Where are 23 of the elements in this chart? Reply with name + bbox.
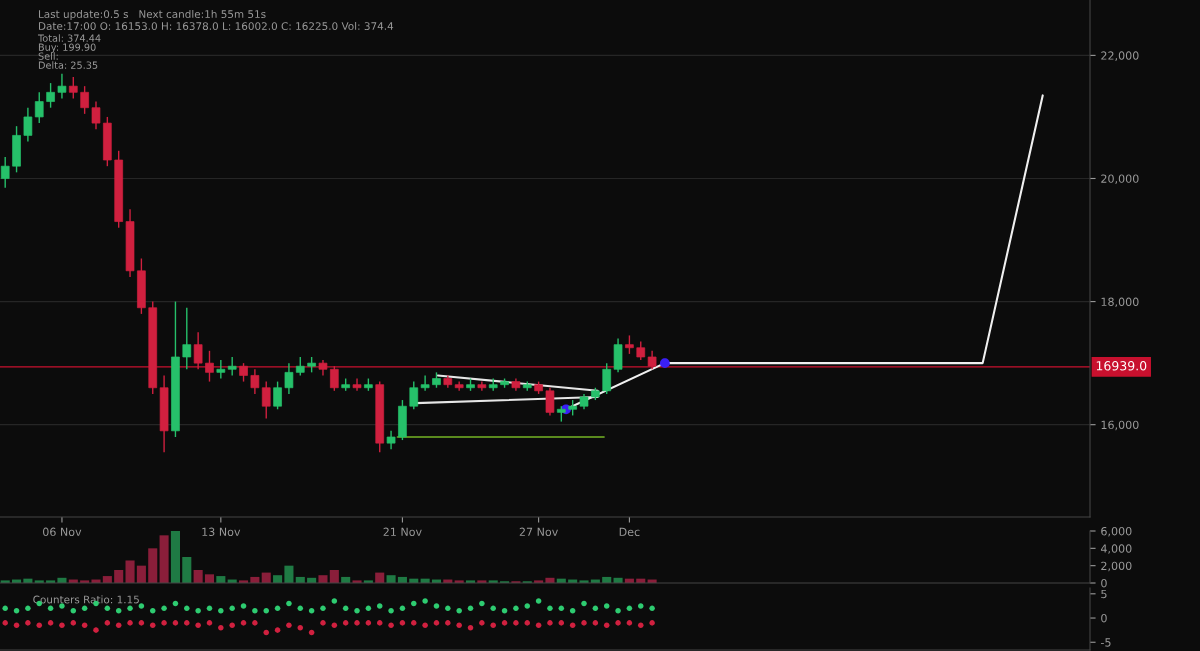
y-tick-label: 0 [1101,614,1107,623]
y-tick-label: 22,000 [1101,51,1139,61]
y-tick-label: 2,000 [1101,561,1132,572]
x-tick-label: Dec [619,527,640,537]
y-tick-label: 0 [1101,578,1107,588]
y-tick-label: 16,000 [1101,420,1139,431]
annotation: Buy: 199.90 [38,43,96,53]
x-tick-label: 13 Nov [202,527,241,537]
y-tick-label: 18,000 [1101,297,1139,308]
ref-line-label: 16939.0 [1096,361,1147,371]
annotation: Total: 374.44 [37,34,101,42]
x-tick-label: 06 Nov [43,527,82,537]
annotation: Delta: 25.35 [38,61,98,69]
y-tick-label: -5 [1100,638,1111,647]
y-tick-label: 6,000 [1101,526,1132,537]
x-tick-label: 21 Nov [383,527,422,537]
annotation: Last update:0.5 s Next candle:1h 55m 51s [39,9,266,21]
y-tick-label: 4,000 [1100,544,1132,554]
y-tick-label: 5 [1101,589,1107,599]
annotation: Sell: [38,52,58,60]
annotation: Date:17:00 O: 16153.0 H: 16378.0 L: 16002.0 C: 16225.0 Vol: 374.4 [39,21,394,31]
x-tick-label: 27 Nov [519,527,558,537]
y-tick-label: 20,000 [1101,174,1139,184]
